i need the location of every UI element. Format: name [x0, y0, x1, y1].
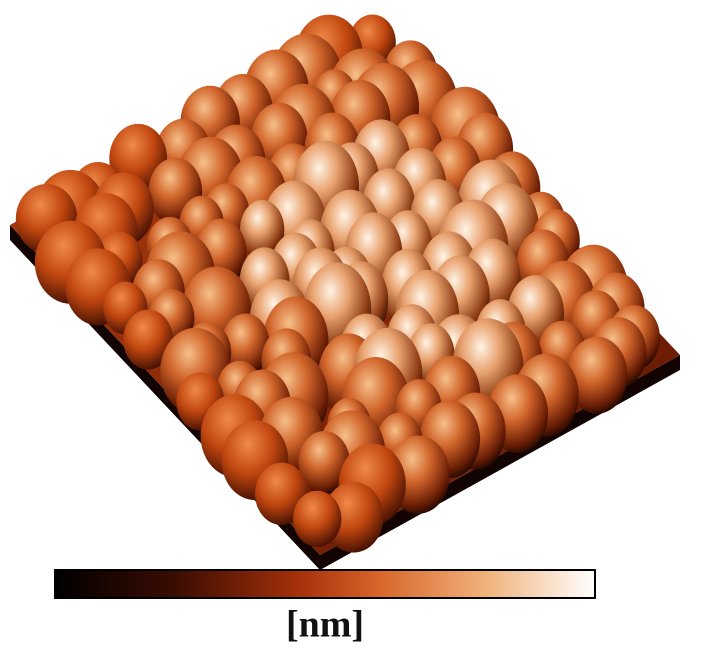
- surface-grain: [293, 490, 342, 547]
- surface-grain: [566, 336, 628, 414]
- colorbar: [54, 569, 596, 599]
- surface-grain: [239, 199, 285, 261]
- surface-grain: [123, 309, 173, 370]
- surface-grain: [323, 482, 384, 553]
- surface-grain: [221, 313, 270, 377]
- surface-grain: [298, 431, 350, 495]
- colorbar-label: [nm]: [286, 604, 364, 646]
- surface-bumps: [15, 14, 660, 553]
